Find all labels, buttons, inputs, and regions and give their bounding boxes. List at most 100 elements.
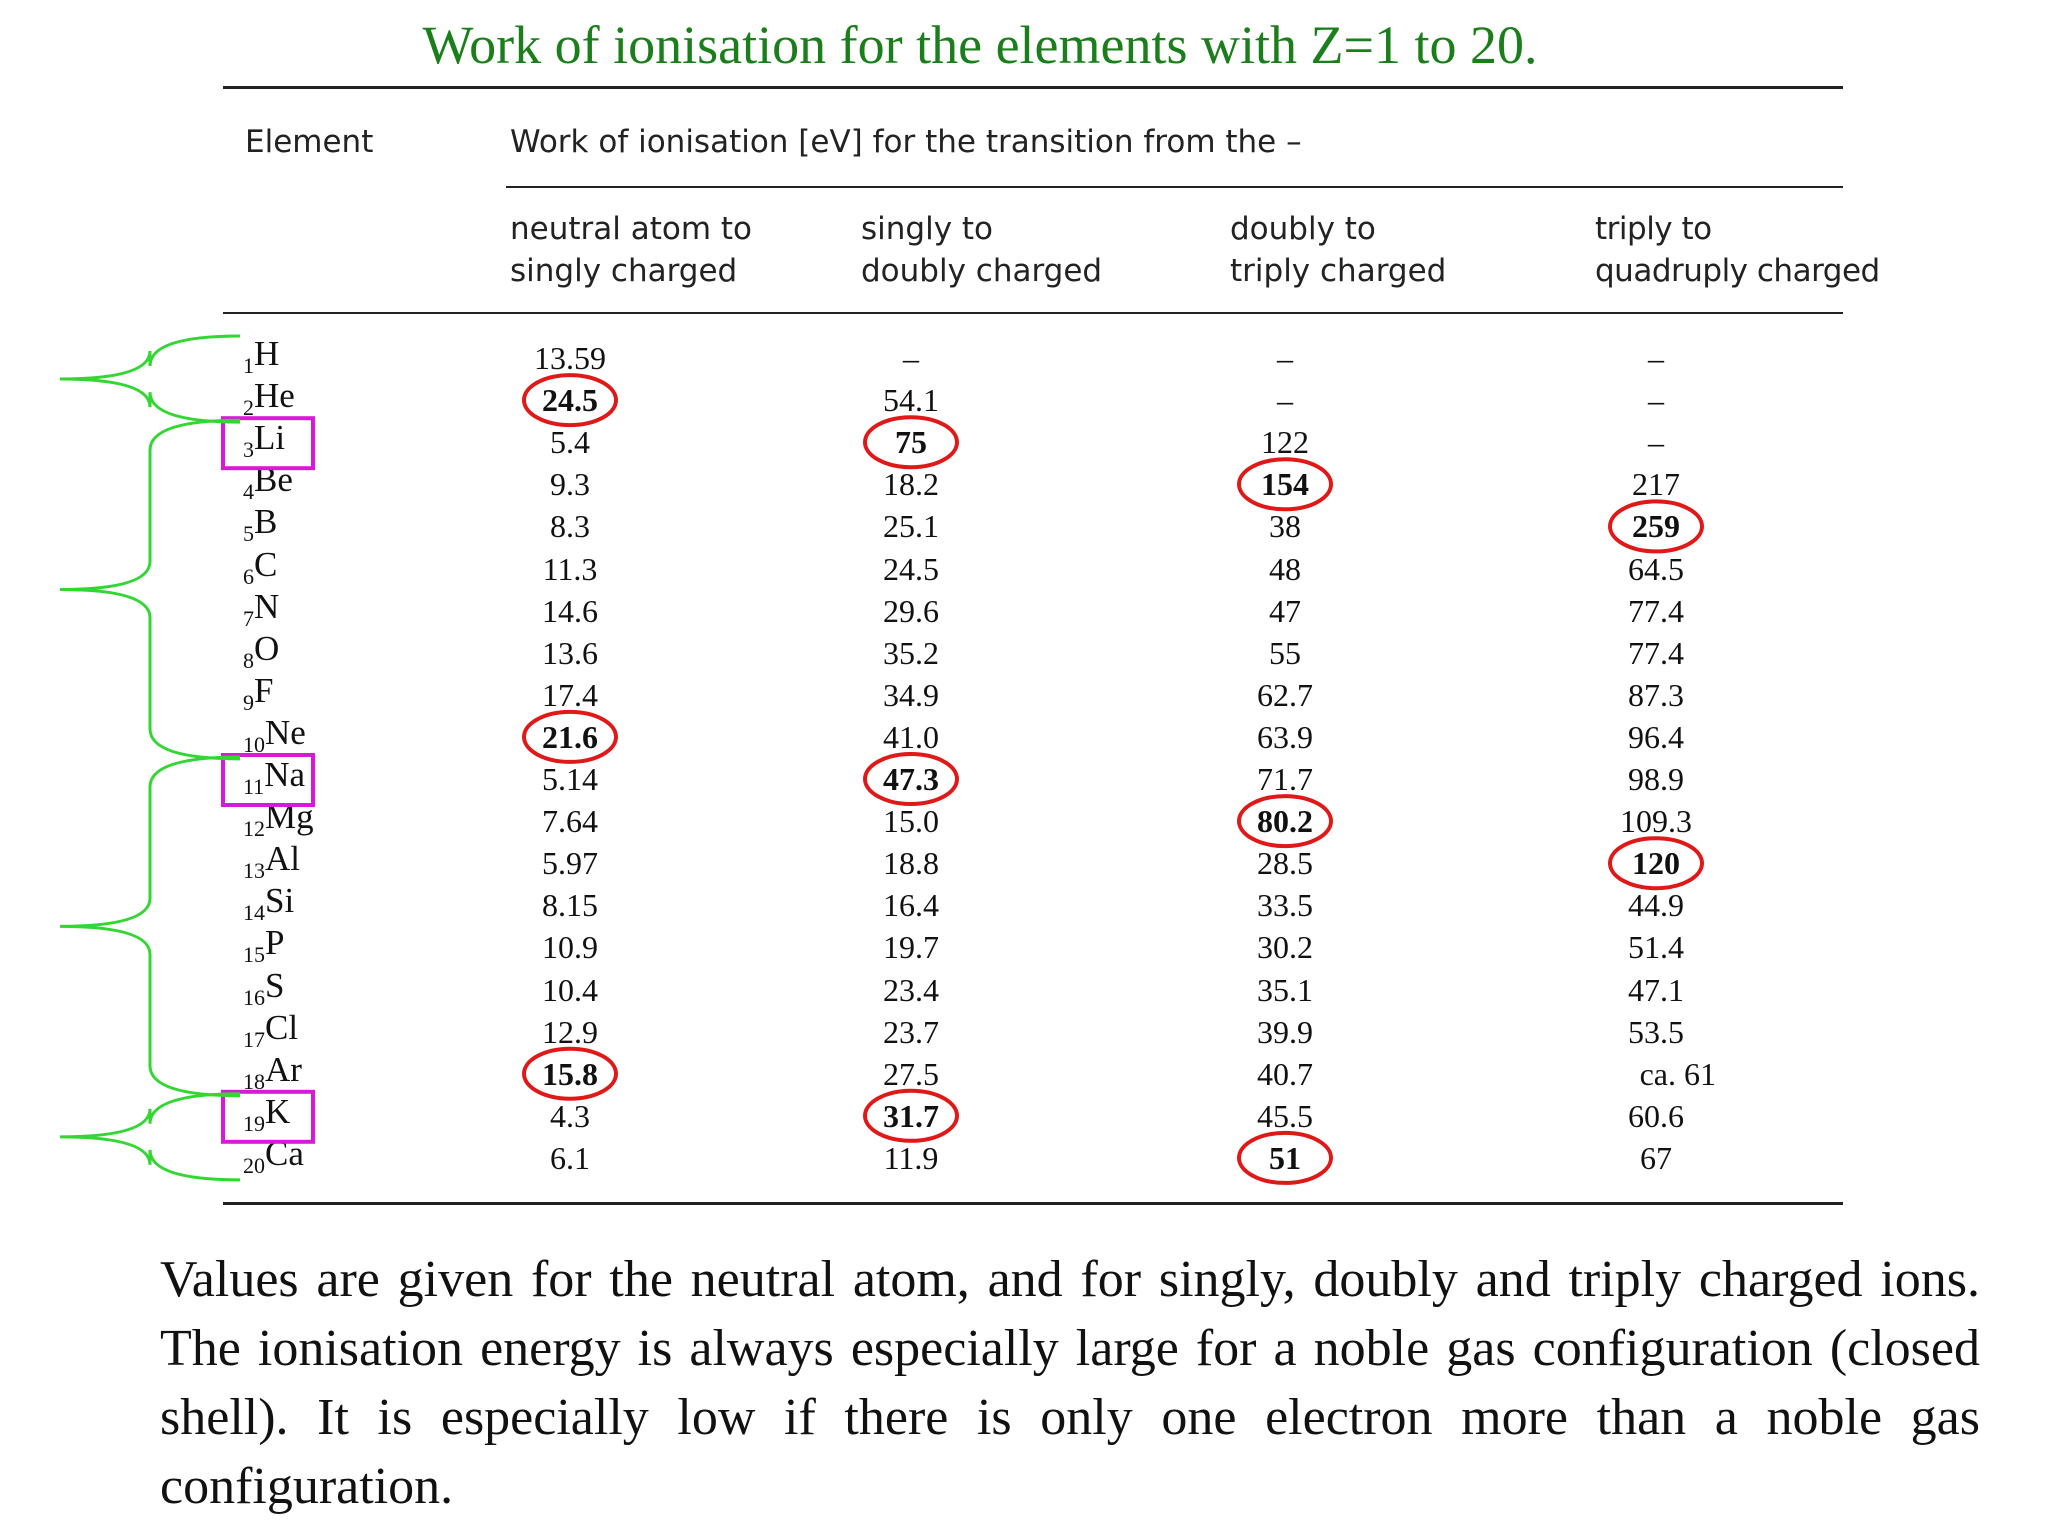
value-cell: 45.5 [1257, 1097, 1313, 1134]
element-symbol: 14Si [243, 881, 294, 933]
group-header-rule [506, 186, 1843, 188]
value-cell: 154 [1261, 466, 1309, 503]
value-cell: 10.4 [542, 971, 598, 1008]
highlight-circle [1237, 794, 1333, 849]
value-cell: 62.7 [1257, 676, 1313, 713]
value-cell: 18.8 [883, 845, 939, 882]
value-cell: 47.3 [883, 761, 939, 797]
element-symbol: 7N [243, 587, 279, 639]
value-cell: 47 [1269, 592, 1301, 629]
atomic-number: 1 [243, 353, 254, 378]
value-cell: 7.64 [542, 803, 598, 840]
value-cell: 67 [1640, 1139, 1672, 1176]
value-cell: 15.8 [542, 1055, 598, 1092]
element-name: C [254, 544, 278, 584]
atomic-number: 14 [243, 900, 265, 926]
value-cell: 39.9 [1257, 1013, 1313, 1050]
highlight-circle [863, 1088, 959, 1143]
value-cell: 8.3 [550, 508, 590, 545]
value-cell: 10.9 [542, 929, 598, 966]
highlight-circle [1608, 499, 1704, 554]
element-name: Al [265, 839, 300, 879]
value-cell: 75 [895, 424, 927, 461]
atomic-number: 9 [243, 689, 254, 715]
value-cell: – [1277, 382, 1293, 419]
element-symbol: 2He [243, 376, 295, 428]
value-cell: 29.6 [883, 592, 939, 629]
element-symbol: 3Li [243, 418, 285, 470]
value-cell: 33.5 [1257, 887, 1313, 924]
value-cell: 60.6 [1628, 1097, 1684, 1134]
value-cell: 109.3 [1620, 803, 1692, 840]
column-header-1: neutral atom to singly charged [510, 208, 752, 292]
value-cell: 35.2 [883, 634, 939, 671]
shell-bracket [59, 755, 241, 1098]
value-cell: 51 [1269, 1139, 1301, 1176]
value-cell: 24.5 [542, 382, 598, 419]
highlight-circle [1237, 457, 1333, 512]
group-header: Work of ionisation [eV] for the transiti… [510, 124, 1302, 160]
value-cell: 44.9 [1628, 887, 1684, 924]
value-cell: 11.9 [883, 1139, 939, 1176]
element-name: Ar [265, 1049, 302, 1089]
element-header: Element [245, 124, 374, 160]
shell-bracket [59, 1092, 241, 1182]
value-cell: – [1648, 340, 1664, 376]
value-cell: – [1277, 340, 1293, 376]
value-cell: 4.3 [550, 1097, 590, 1134]
value-cell: 54.1 [883, 382, 939, 419]
atomic-number: 13 [243, 858, 265, 884]
atomic-number: 16 [243, 984, 265, 1010]
value-cell: 12.9 [542, 1013, 598, 1050]
value-cell: 11.3 [542, 550, 598, 587]
highlight-circle [522, 709, 618, 764]
value-cell: 21.6 [542, 718, 598, 755]
value-cell: 8.15 [542, 887, 598, 924]
table-bottom-rule [223, 1202, 1843, 1205]
value-cell: 14.6 [542, 592, 598, 629]
atomic-number: 6 [243, 563, 254, 589]
column-header-1-line2: singly charged [510, 253, 738, 289]
atomic-number: 12 [243, 816, 265, 842]
atomic-number: 3 [243, 437, 254, 463]
value-cell: 5.14 [542, 761, 598, 797]
table-top-rule [223, 86, 1843, 89]
column-header-3-line2: triply charged [1230, 253, 1447, 289]
value-cell: 120 [1632, 845, 1680, 882]
value-cell: 63.9 [1257, 718, 1313, 755]
value-cell: 24.5 [883, 550, 939, 587]
value-cell: 23.4 [883, 971, 939, 1008]
value-cell: 34.9 [883, 676, 939, 713]
value-cell: 71.7 [1257, 761, 1313, 797]
value-cell: ca. 61 [1639, 1055, 1716, 1092]
element-name: B [254, 502, 278, 542]
value-cell: 48 [1269, 550, 1301, 587]
column-header-2-line2: doubly charged [861, 253, 1103, 289]
atomic-number: 19 [243, 1110, 265, 1136]
atomic-number: 18 [243, 1068, 265, 1094]
value-cell: 23.7 [883, 1013, 939, 1050]
value-cell: 5.97 [542, 845, 598, 882]
value-cell: 31.7 [883, 1097, 939, 1134]
caption-text: Values are given for the neutral atom, a… [160, 1251, 1980, 1515]
element-name: O [254, 628, 280, 668]
column-header-2-line1: singly to [861, 211, 994, 247]
value-cell: 30.2 [1257, 929, 1313, 966]
value-cell: 77.4 [1628, 592, 1684, 629]
highlight-box [221, 416, 315, 471]
value-cell: 53.5 [1628, 1013, 1684, 1050]
shell-bracket [59, 418, 241, 761]
value-cell: 35.1 [1257, 971, 1313, 1008]
ionisation-table: Element Work of ionisation [eV] for the … [223, 86, 1880, 1205]
value-cell: 40.7 [1257, 1055, 1313, 1092]
element-symbol: 11Na [243, 755, 305, 807]
element-symbol: 13Al [243, 839, 300, 891]
value-cell: 19.7 [883, 929, 939, 966]
highlight-circle [1237, 1130, 1333, 1185]
highlight-circle [863, 752, 959, 806]
column-header-4: triply to quadruply charged [1595, 208, 1880, 292]
element-name: Si [265, 881, 295, 921]
atomic-number: 2 [243, 395, 254, 421]
element-name: F [254, 670, 274, 710]
value-cell: 27.5 [883, 1055, 939, 1092]
